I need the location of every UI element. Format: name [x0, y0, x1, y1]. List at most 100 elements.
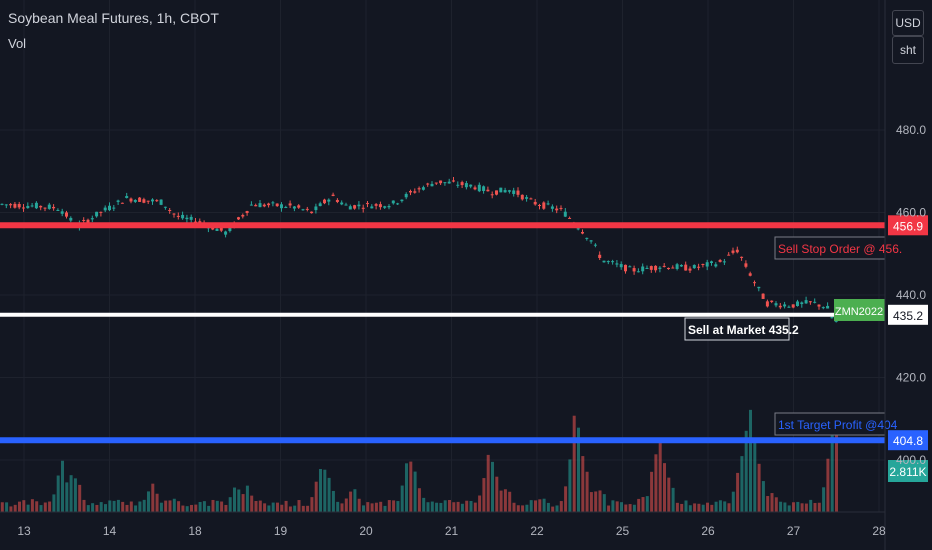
candle-body — [628, 266, 632, 268]
candle-body — [0, 203, 4, 205]
y-tick-label: 420.0 — [896, 371, 926, 385]
volume-bar — [465, 500, 469, 512]
volume-bar — [22, 500, 26, 512]
candle-body — [301, 209, 305, 211]
candle-body — [17, 204, 21, 208]
volume-bar — [116, 499, 120, 512]
axis-label-target: 404.8 — [893, 434, 923, 448]
candle-body — [679, 264, 683, 267]
candle-body — [718, 260, 722, 262]
volume-bar — [241, 494, 245, 512]
candle-body — [249, 204, 253, 206]
volume-bar — [78, 484, 82, 512]
candle-body — [56, 209, 60, 211]
volume-bar — [577, 427, 580, 512]
volume-bar — [508, 491, 512, 512]
candle-body — [542, 202, 546, 209]
volume-bar — [800, 503, 804, 512]
volume-bar — [323, 469, 327, 512]
candle-body — [262, 204, 266, 207]
volume-bar — [671, 487, 675, 512]
volume-bar — [512, 502, 516, 512]
target-label: 1st Target Profit @404 — [778, 418, 898, 432]
volume-bar — [30, 499, 34, 512]
candle-body — [581, 231, 584, 234]
candle-body — [228, 227, 232, 232]
candle-body — [219, 227, 223, 231]
volume-bar — [594, 491, 598, 512]
chart-title: Soybean Meal Futures, 1h, CBOT — [8, 10, 219, 26]
volume-bar — [9, 506, 13, 512]
volume-bar — [362, 505, 365, 512]
volume-bar — [340, 503, 344, 512]
volume-bar — [727, 503, 731, 512]
volume-bar — [43, 502, 47, 512]
volume-bar — [258, 500, 262, 512]
candle-body — [13, 203, 17, 208]
volume-bar — [370, 503, 374, 512]
volume-bar — [585, 471, 589, 512]
candle-body — [378, 204, 382, 208]
currency-button[interactable]: USD — [892, 10, 924, 36]
candle-body — [340, 202, 344, 205]
candle-body — [611, 261, 615, 263]
x-tick-label: 13 — [17, 524, 31, 538]
candle-body — [821, 307, 825, 309]
volume-bar — [749, 409, 752, 512]
x-tick-label: 19 — [274, 524, 288, 538]
volume-bar — [766, 496, 770, 512]
candle-body — [512, 190, 516, 194]
volume-bar — [409, 461, 413, 512]
candle-body — [288, 203, 292, 206]
stop-order-label: Sell Stop Order @ 456. — [778, 242, 902, 256]
volume-bar — [469, 500, 473, 512]
volume-bar — [374, 502, 378, 512]
candle-body — [783, 304, 787, 307]
candle-body — [120, 202, 124, 204]
volume-bar — [104, 504, 107, 512]
volume-bar — [61, 460, 64, 512]
x-tick-label: 14 — [103, 524, 117, 538]
volume-bar — [164, 500, 168, 512]
candle-body — [103, 207, 107, 211]
volume-bar — [198, 502, 202, 512]
volume-bar — [155, 493, 159, 512]
candle-body — [108, 205, 111, 211]
candle-body — [176, 215, 180, 217]
candle-body — [791, 304, 795, 308]
volume-bar — [650, 471, 654, 512]
candle-body — [335, 199, 339, 202]
axis-label-bg-target — [888, 430, 928, 451]
candle-body — [589, 240, 593, 242]
volume-bar — [301, 505, 305, 512]
volume-bar — [611, 500, 615, 512]
volume-bar — [482, 478, 486, 512]
volume-bar — [641, 497, 645, 512]
volume-bar — [383, 505, 387, 512]
candle-body — [215, 228, 219, 231]
volume-bar — [263, 503, 267, 512]
unit-button[interactable]: sht — [892, 36, 924, 64]
candle-body — [697, 266, 701, 268]
volume-bar — [417, 488, 421, 512]
candle-body — [443, 182, 447, 184]
volume-bar — [555, 505, 559, 512]
volume-bar — [250, 495, 254, 512]
volume-bar — [688, 505, 692, 512]
volume-bar — [387, 500, 391, 512]
candle-body — [675, 264, 679, 269]
volume-bar — [718, 500, 722, 512]
volume-bar — [680, 503, 684, 512]
y-tick-label: 480.0 — [896, 123, 926, 137]
volume-bars — [0, 409, 838, 512]
volume-bar — [491, 461, 494, 512]
candle-body — [834, 320, 838, 322]
candle-body — [198, 221, 202, 223]
volume-bar — [108, 500, 112, 512]
candle-body — [357, 204, 361, 207]
candle-body — [830, 317, 834, 319]
volume-bar — [559, 501, 563, 512]
volume-bar — [215, 500, 219, 512]
candle-body — [727, 254, 731, 256]
